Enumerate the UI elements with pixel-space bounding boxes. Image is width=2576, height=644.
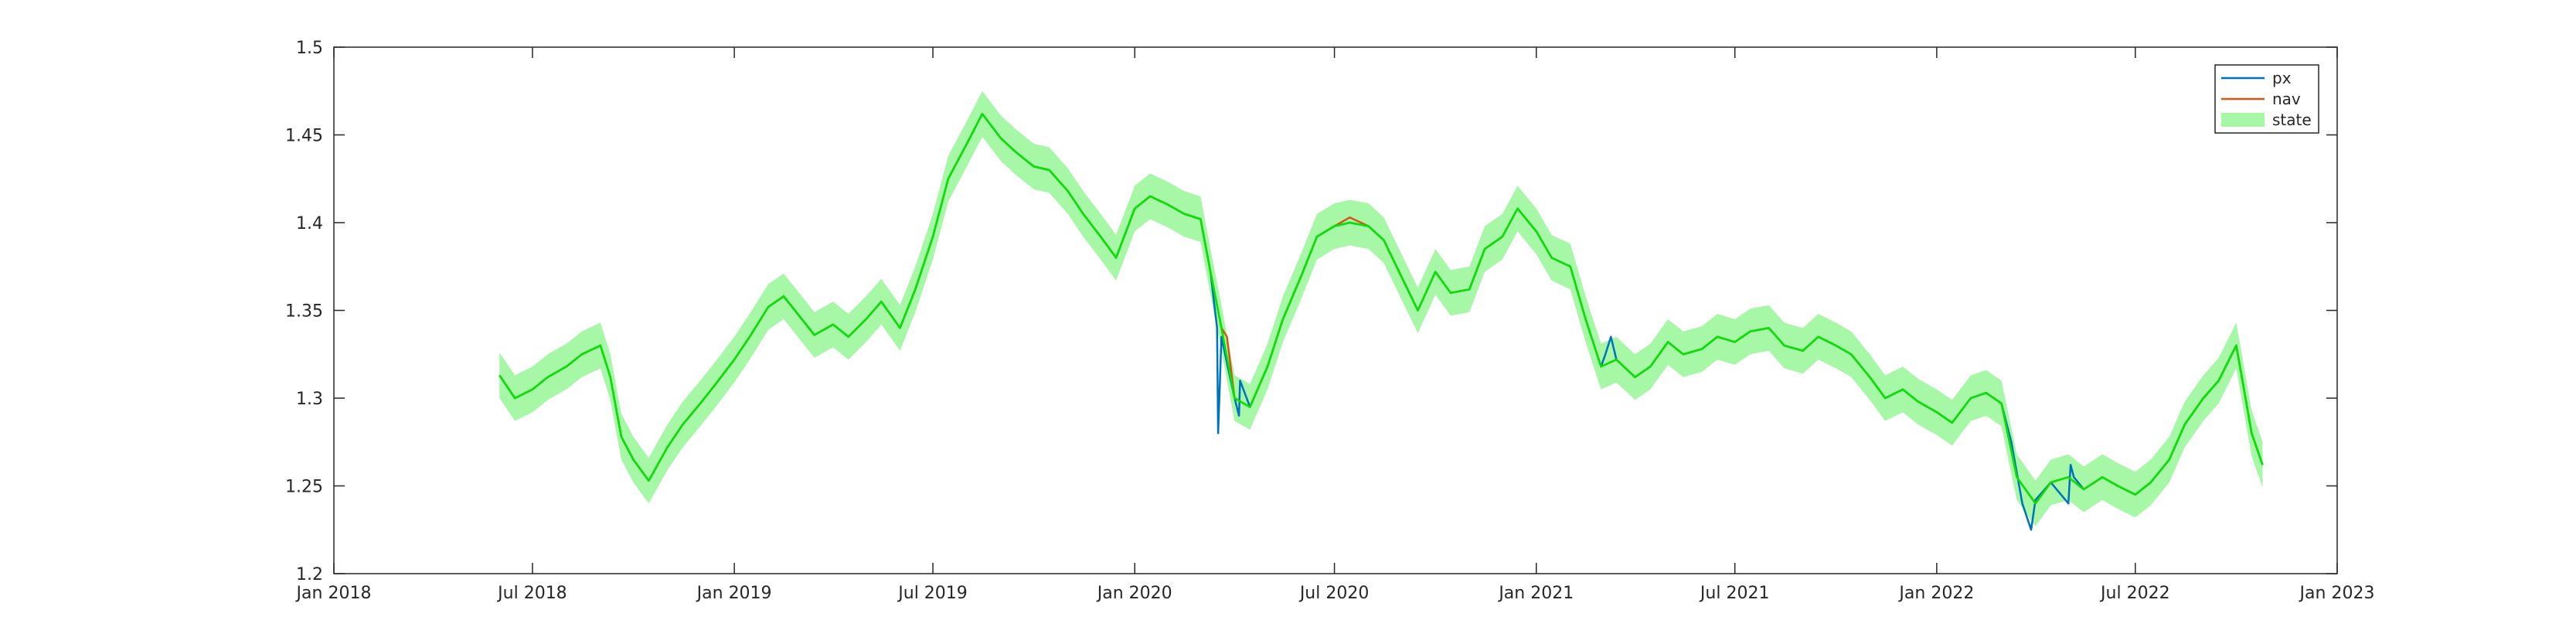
y-tick-label: 1.35 [285,302,323,322]
y-tick-label: 1.4 [296,214,323,233]
y-tick-label: 1.3 [296,390,323,409]
x-tick-label: Jul 2022 [2099,584,2170,603]
x-tick-label: Jan 2018 [295,584,372,603]
y-tick-label: 1.45 [285,127,323,146]
y-tick-label: 1.2 [296,565,323,584]
y-tick-label: 1.25 [285,478,323,497]
plot-area [334,47,2337,574]
x-tick-label: Jan 2022 [1897,584,1974,603]
legend: px nav state [2214,64,2319,134]
x-axis: Jan 2018 Jul 2018 Jan 2019 Jul 2019 Jan 2020… [295,47,2375,603]
x-tick-label: Jan 2023 [2299,584,2375,603]
series-state-line [499,113,2264,505]
state-band-layer [499,90,2263,526]
x-tick-label: Jan 2020 [1096,584,1172,603]
x-tick-label: Jan 2019 [696,584,772,603]
legend-label-nav: nav [2272,90,2301,108]
x-tick-label: Jul 2021 [1699,584,1770,603]
y-axis: 1.2 1.25 1.3 1.35 1.4 1.45 1.5 [285,39,2337,584]
series-state-band [499,90,2263,526]
y-tick-label: 1.5 [296,39,323,58]
legend-swatch-state [2221,113,2265,127]
x-tick-label: Jul 2019 [897,584,968,603]
series-lines-layer [499,113,2264,531]
x-tick-label: Jul 2018 [496,584,567,603]
legend-label-px: px [2272,69,2292,87]
x-tick-label: Jan 2021 [1497,584,1574,603]
legend-label-state: state [2272,111,2312,129]
x-tick-label: Jul 2020 [1298,584,1370,603]
